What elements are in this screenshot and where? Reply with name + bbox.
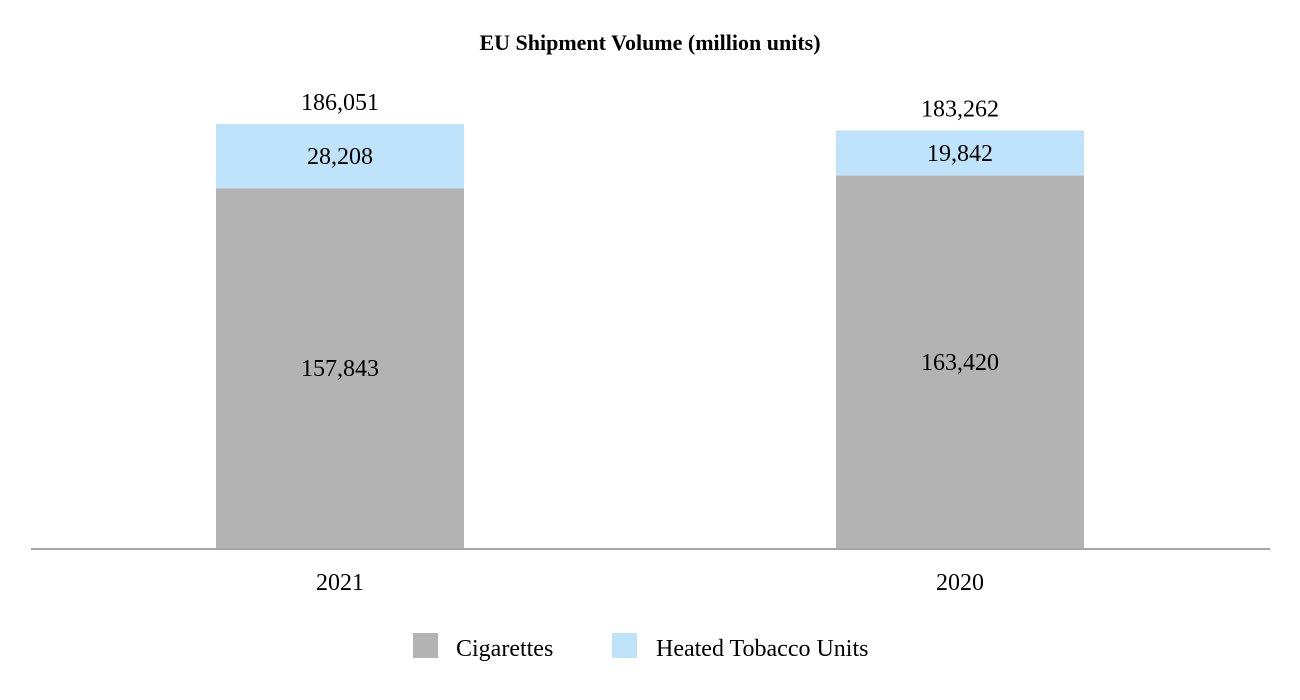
bar-segment-cigarettes-2020 [836,175,1084,548]
x-tick-label-2021: 2021 [316,570,364,596]
data-label-cigarettes-2021: 157,843 [301,356,379,382]
legend-label-heated-tobacco-units: Heated Tobacco Units [656,636,868,662]
legend-label-cigarettes: Cigarettes [456,636,553,662]
bar-segment-heated-tobacco-units-2020 [836,130,1084,176]
total-label-2020: 183,262 [921,96,999,122]
bar-segment-heated-tobacco-units-2021 [216,124,464,189]
data-label-heated-tobacco-units-2020: 19,842 [927,141,993,167]
data-label-cigarettes-2020: 163,420 [921,350,999,376]
legend: Cigarettes Heated Tobacco Units [413,633,868,662]
x-tick-label-2020: 2020 [936,570,984,596]
chart-title: EU Shipment Volume (million units) [479,30,820,55]
total-label-2021: 186,051 [301,90,379,116]
legend-swatch-heated-tobacco-units [612,633,637,658]
bar-segment-cigarettes-2021 [216,188,464,548]
data-label-heated-tobacco-units-2021: 28,208 [307,144,373,170]
legend-swatch-cigarettes [413,633,438,658]
plot-area: 157,843 28,208 186,051 2021 163,420 19,842 183… [216,90,1084,596]
